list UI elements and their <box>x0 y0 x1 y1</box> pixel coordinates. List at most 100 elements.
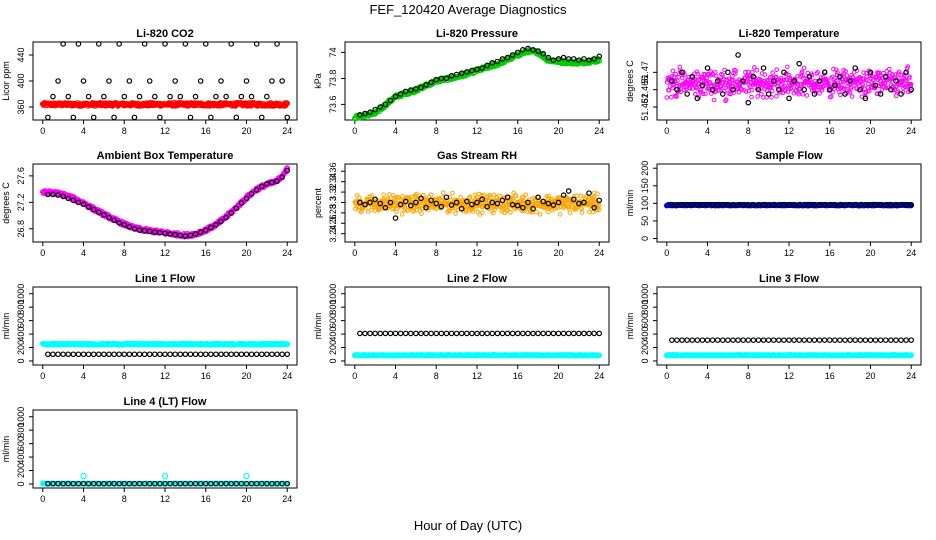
x-tick-label: 16 <box>201 494 211 504</box>
data-point <box>834 78 839 83</box>
data-point <box>719 91 726 97</box>
data-point <box>703 91 708 97</box>
data-point <box>904 78 909 84</box>
y-tick-label: 1000 <box>16 407 26 427</box>
data-point <box>182 351 189 358</box>
data-point <box>55 78 61 84</box>
x-tick-label: 4 <box>81 126 86 136</box>
y-tick-label: 400 <box>328 327 338 342</box>
data-point <box>801 337 808 343</box>
data-point <box>274 178 280 184</box>
y-tick-label: 600 <box>16 313 26 328</box>
data-point <box>806 201 813 208</box>
data-point <box>852 201 859 208</box>
x-tick-label: 20 <box>241 248 251 258</box>
data-point <box>443 194 450 201</box>
data-point <box>157 229 163 236</box>
data-point <box>908 201 915 208</box>
data-point <box>872 201 879 208</box>
data-point <box>586 57 592 64</box>
data-point <box>689 337 696 343</box>
data-point <box>867 201 874 208</box>
figure-title: FEF_120420 Average Diagnostics <box>369 2 567 17</box>
data-point <box>699 337 706 343</box>
data-point <box>362 201 368 208</box>
data-point <box>857 86 864 93</box>
panel-title: Li-820 Pressure <box>436 28 518 40</box>
data-point <box>821 201 828 208</box>
data-point <box>699 82 706 89</box>
data-point <box>243 78 250 84</box>
data-point <box>771 75 776 81</box>
data-point <box>760 65 767 71</box>
y-axis-label: ml/min <box>1 313 11 340</box>
data-point <box>279 78 285 84</box>
data-point <box>871 77 876 83</box>
x-tick-label: 8 <box>122 371 127 381</box>
data-point <box>791 201 797 208</box>
y-tick-label: 26.8 <box>16 220 26 238</box>
panel-title: Ambient Box Temperature <box>97 150 234 162</box>
data-point <box>849 84 854 90</box>
data-point <box>453 330 460 337</box>
y-axis-label: ml/min <box>625 190 635 217</box>
data-point <box>755 94 760 99</box>
data-point <box>826 337 833 343</box>
y-tick-label: 360 <box>16 99 26 114</box>
data-point <box>750 69 755 75</box>
data-point <box>407 87 414 93</box>
data-point <box>458 70 465 77</box>
data-point <box>806 337 813 343</box>
x-tick-label: 12 <box>784 248 794 258</box>
data-point <box>730 86 736 93</box>
data-point <box>550 202 557 208</box>
data-point <box>847 78 853 84</box>
data-point <box>842 201 848 208</box>
data-point <box>560 54 567 61</box>
data-point <box>187 114 194 121</box>
y-axis-label: kPa <box>313 73 323 89</box>
data-point <box>679 201 685 208</box>
data-point <box>453 71 460 78</box>
data-point <box>121 351 128 358</box>
data-point <box>670 68 676 74</box>
data-point <box>494 58 501 65</box>
data-point <box>523 192 529 197</box>
x-tick-label: 20 <box>553 371 563 381</box>
data-point <box>453 199 460 206</box>
data-point <box>711 97 717 103</box>
data-point <box>121 222 128 228</box>
x-tick-label: 8 <box>122 494 127 504</box>
data-point <box>131 351 138 358</box>
series-average <box>45 167 291 239</box>
data-point <box>464 330 470 337</box>
data-point <box>50 351 56 358</box>
data-point <box>546 193 552 199</box>
data-point <box>768 82 773 88</box>
data-point <box>704 76 710 81</box>
data-point <box>116 220 122 226</box>
data-point <box>458 330 465 337</box>
data-point <box>684 91 690 97</box>
data-point <box>274 41 280 47</box>
data-point <box>197 78 204 84</box>
x-tick-label: 0 <box>352 371 357 381</box>
data-point <box>852 337 859 343</box>
x-tick-label: 24 <box>282 126 292 136</box>
data-point <box>382 204 389 211</box>
x-tick-label: 16 <box>513 248 523 258</box>
data-point <box>258 114 265 121</box>
data-point <box>525 330 531 337</box>
data-point <box>369 207 374 213</box>
y-tick-label: 3.26 <box>328 215 338 233</box>
data-point <box>70 197 77 204</box>
data-point <box>674 337 680 343</box>
data-point <box>560 192 567 199</box>
data-point <box>366 205 371 211</box>
data-point <box>80 201 87 208</box>
x-tick-label: 0 <box>40 126 45 136</box>
data-point <box>824 77 829 83</box>
data-point <box>749 94 754 100</box>
data-point <box>253 351 260 358</box>
data-point <box>745 337 752 343</box>
